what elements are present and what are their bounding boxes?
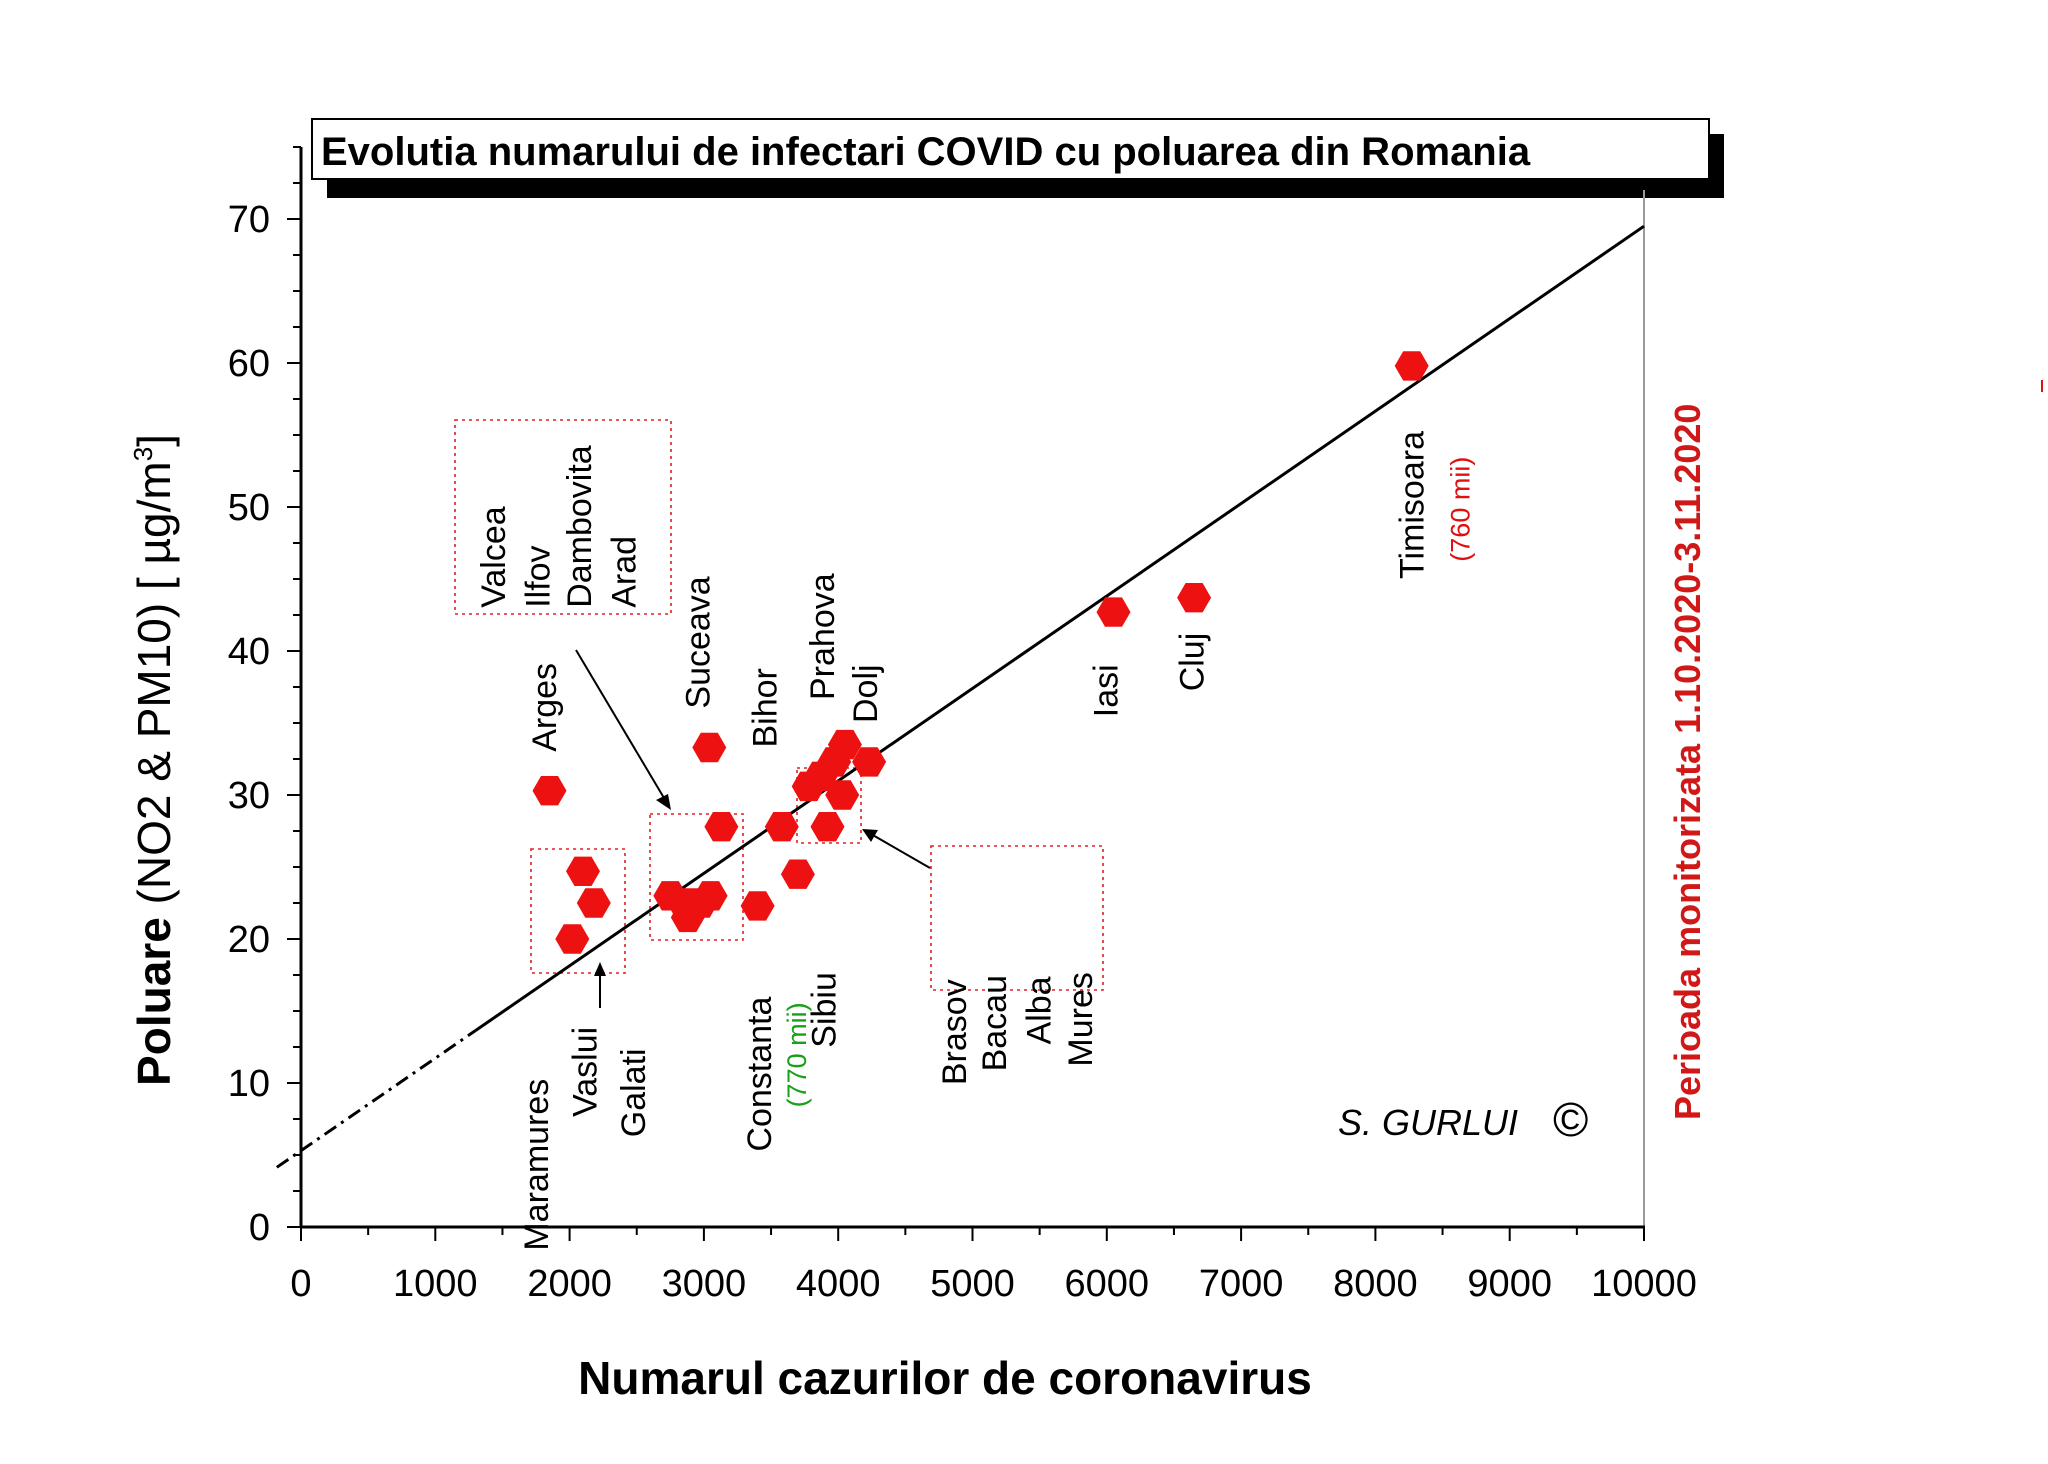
y-tick-label: 60 [228, 343, 270, 385]
x-tick-label: 0 [290, 1263, 311, 1305]
data-point [692, 732, 727, 763]
fit-line [474, 224, 1645, 1032]
x-tick-label: 7000 [1199, 1263, 1284, 1305]
data-point [576, 888, 611, 918]
y-tick-label: 50 [228, 487, 270, 529]
tick-labels: 0 1000 2000 3000 4000 5000 6000 7000 8000 9000 100… [228, 199, 1697, 1305]
data-point [1394, 351, 1429, 381]
y-axis-label: Poluare (NO2 & PM10) [ µg/m3] [128, 434, 180, 1086]
label-timisoara: Timisoara [1394, 431, 1432, 579]
sublabel-population: (770 mii) [782, 1002, 812, 1107]
data-point [827, 729, 862, 760]
x-tick-label: 5000 [930, 1263, 1015, 1305]
x-tick-label: 1000 [393, 1263, 478, 1305]
label-dambovita: Dambovita [561, 445, 599, 608]
label-vaslui: Vaslui [567, 1027, 605, 1117]
data-point [704, 812, 739, 842]
label-arad: Arad [605, 536, 643, 608]
point-labels: Arges Suceava Bihor Prahova Dolj Iasi Cluj Valc… [475, 431, 1475, 1251]
x-tick-label: 9000 [1467, 1263, 1552, 1305]
label-mures: Mures [1062, 972, 1100, 1066]
data-point [825, 780, 860, 810]
label-constanta: Constanta [741, 997, 779, 1152]
axis-ticks [287, 146, 1645, 1241]
data-point [740, 891, 775, 921]
x-axis-label: Numarul cazurilor de coronavirus [578, 1352, 1312, 1404]
arrows [575, 649, 931, 1008]
label-dolj: Dolj [847, 664, 885, 723]
label-iasi: Iasi [1088, 664, 1126, 717]
label-suceava: Suceava [679, 576, 717, 708]
fit-line-extrapolated [275, 1029, 477, 1169]
data-point [780, 859, 815, 889]
y-tick-label: 20 [228, 919, 270, 961]
box-maramures-group [530, 848, 626, 974]
label-bacau: Bacau [976, 975, 1014, 1071]
data-point [764, 812, 799, 842]
label-galati: Galati [615, 1048, 653, 1137]
signature: S. GURLUI [1338, 1102, 1518, 1143]
chart-title: Evolutia numarului de infectari COVID cu… [321, 130, 1531, 174]
x-tick-label: 6000 [1065, 1263, 1150, 1305]
y-tick-label: 0 [249, 1207, 270, 1249]
monitoring-period: Perioada monitorizata 1.10.2020-3.11.202… [1667, 404, 1708, 1120]
x-tick-label: 10000 [1591, 1263, 1697, 1305]
arrow-vaslui-head [594, 962, 606, 976]
arrow-valcea [575, 649, 668, 804]
label-cluj: Cluj [1174, 633, 1212, 692]
arrow-brasov-head [862, 829, 878, 842]
data-point [693, 881, 728, 911]
y-tick-label: 30 [228, 775, 270, 817]
data-point [1177, 583, 1212, 613]
label-arges: Arges [526, 663, 564, 752]
label-sibiu: Sibiu [806, 972, 844, 1048]
label-ilfov: Ilfov [520, 545, 558, 607]
data-point [555, 924, 590, 954]
label-bihor: Bihor [746, 668, 784, 747]
y-tick-label: 40 [228, 631, 270, 673]
sublabel-population: (760 mii) [1445, 457, 1475, 562]
data-point [810, 812, 845, 842]
box-constanta-group [649, 813, 744, 941]
data-points [532, 351, 1429, 954]
box-valcea-group [454, 419, 672, 615]
label-prahova: Prahova [804, 573, 842, 700]
arrow-brasov [870, 833, 931, 869]
label-maramures: Maramures [518, 1079, 556, 1251]
label-alba: Alba [1020, 976, 1058, 1044]
data-point [1096, 597, 1131, 627]
box-brasov-labels [930, 845, 1104, 991]
y-tick-label: 70 [228, 199, 270, 241]
data-point [532, 776, 567, 806]
box-brasov-group [796, 767, 862, 844]
arrow-valcea-head [656, 794, 671, 810]
y-tick-label: 10 [228, 1063, 270, 1105]
title-box [311, 118, 1710, 180]
label-brasov: Brasov [936, 979, 974, 1085]
x-tick-label: 4000 [796, 1263, 881, 1305]
label-valcea: Valcea [475, 506, 513, 608]
data-point [852, 747, 887, 777]
copyright-symbol: © [1553, 1094, 1588, 1147]
x-tick-label: 8000 [1333, 1263, 1418, 1305]
data-point [566, 856, 600, 886]
x-tick-label: 3000 [662, 1263, 747, 1305]
x-tick-label: 2000 [527, 1263, 612, 1305]
